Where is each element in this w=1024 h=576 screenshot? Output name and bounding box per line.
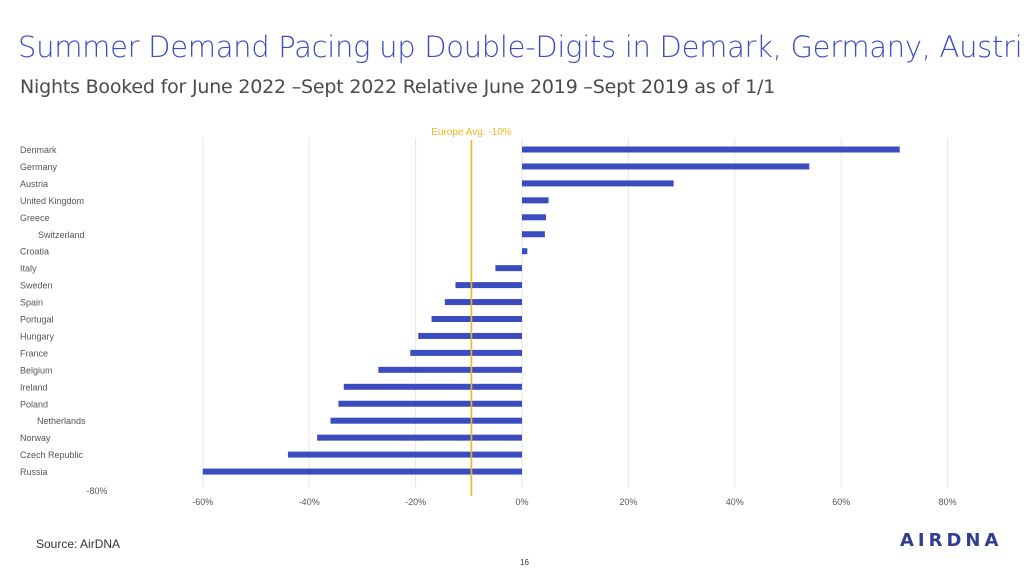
category-label: Austria xyxy=(20,179,48,189)
category-label: Switzerland xyxy=(38,230,85,240)
airdna-logo: AIRDNA xyxy=(900,530,1003,551)
category-label: Poland xyxy=(20,399,48,409)
bar-italy xyxy=(495,265,522,272)
category-label: Portugal xyxy=(20,315,54,325)
bar-norway xyxy=(317,434,522,441)
x-tick-label: 80% xyxy=(939,497,957,507)
category-label: Netherlands xyxy=(37,416,86,426)
bar-switzerland xyxy=(522,231,545,238)
category-label: Sweden xyxy=(20,281,53,291)
category-label: United Kingdom xyxy=(20,196,84,206)
bar-poland xyxy=(338,400,522,407)
chart-subtitle: Nights Booked for June 2022 –Sept 2022 R… xyxy=(20,76,776,98)
category-label: Germany xyxy=(20,162,58,172)
bar-germany xyxy=(522,163,810,170)
category-label: Denmark xyxy=(20,145,57,155)
category-label: Hungary xyxy=(20,331,55,341)
x-tick-label: -40% xyxy=(299,497,320,507)
category-label: Belgium xyxy=(20,365,53,375)
bar-chart: Europe Avg. -10% -60% -40% -20% 0% 20% 40% 60%… xyxy=(20,127,957,507)
category-label: France xyxy=(20,348,48,358)
category-label: Russia xyxy=(20,467,48,477)
bar-united-kingdom xyxy=(522,197,549,204)
bar-netherlands xyxy=(330,417,522,424)
bar-czech-republic xyxy=(287,451,522,458)
europe-avg-label: Europe Avg. -10% xyxy=(431,127,512,138)
chart-title: Summer Demand Pacing up Double-Digits in… xyxy=(18,30,1024,64)
x-tick-label: -60% xyxy=(192,497,213,507)
bar-spain xyxy=(444,299,522,306)
x-tick-label: 40% xyxy=(726,497,744,507)
bar-croatia xyxy=(522,248,528,255)
category-label: Czech Republic xyxy=(20,450,84,460)
x-tick-label: 0% xyxy=(515,497,528,507)
bar-portugal xyxy=(431,316,522,322)
x-tick-label: 60% xyxy=(832,497,850,507)
category-label: Italy xyxy=(20,264,37,274)
category-label: Ireland xyxy=(20,382,48,392)
bar-greece xyxy=(522,214,546,221)
source-note: Source: AirDNA xyxy=(36,537,121,551)
category-label: Croatia xyxy=(20,247,49,257)
x-axis-extra-label: -80% xyxy=(86,486,107,496)
bar-denmark xyxy=(522,146,900,153)
page-number: 16 xyxy=(520,558,529,567)
x-tick-label: -20% xyxy=(405,497,426,507)
category-label: Greece xyxy=(20,213,50,223)
bar-russia xyxy=(202,468,523,475)
category-label: Spain xyxy=(20,298,43,308)
bar-austria xyxy=(522,180,674,187)
x-tick-label: 20% xyxy=(619,497,637,507)
bar-hungary xyxy=(418,332,522,339)
category-label: Norway xyxy=(20,433,51,443)
bar-france xyxy=(410,349,522,356)
bar-sweden xyxy=(455,282,522,289)
bar-belgium xyxy=(378,366,522,373)
bar-ireland xyxy=(343,383,522,390)
